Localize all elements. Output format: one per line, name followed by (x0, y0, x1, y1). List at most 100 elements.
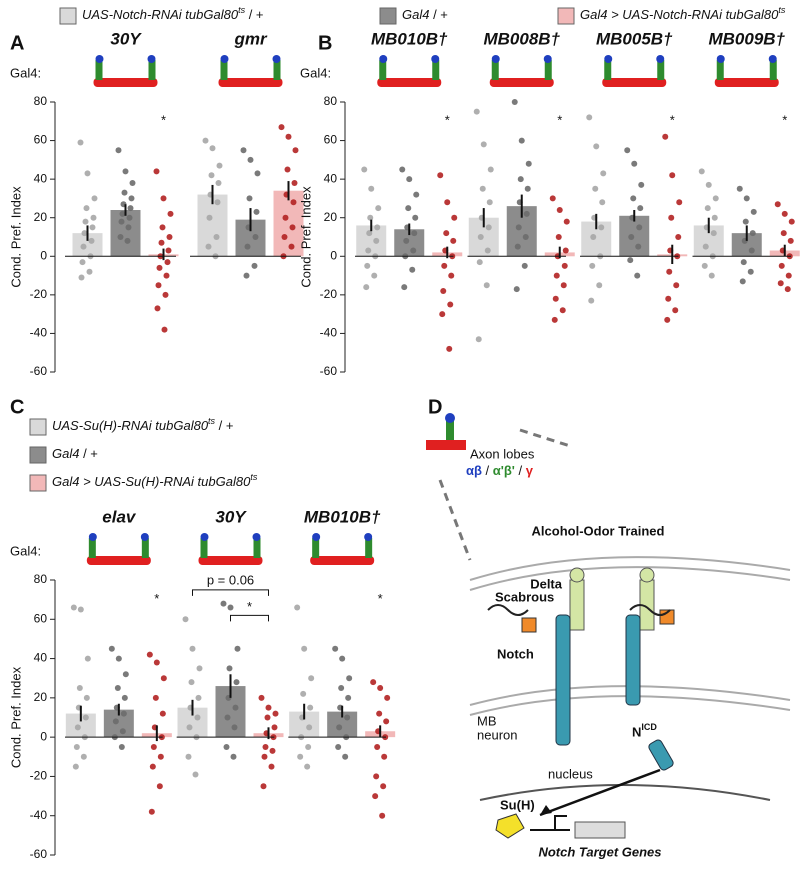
genotype-label: MB010B† (304, 507, 381, 526)
gal4-icon (491, 55, 500, 63)
legend-label: UAS-Notch-RNAi tubGal80ts / + (82, 5, 264, 22)
y-tick-label: -40 (30, 808, 48, 822)
bracket (230, 614, 269, 622)
diagram-title: Alcohol-Odor Trained (532, 523, 665, 538)
data-point (409, 266, 416, 273)
gal4-icon (140, 533, 149, 541)
data-point (114, 685, 121, 692)
gal4-icon (252, 533, 261, 541)
panel-label: D (428, 396, 442, 418)
data-point (367, 214, 374, 221)
data-point (80, 243, 87, 250)
data-point (285, 133, 292, 140)
significance: * (154, 591, 159, 606)
data-point (711, 214, 718, 221)
data-point (365, 247, 372, 254)
data-point (240, 147, 247, 154)
data-point (112, 718, 119, 725)
y-tick-label: 80 (34, 94, 48, 108)
data-point (268, 763, 275, 770)
data-point (664, 316, 671, 323)
genotype-label: gmr (233, 29, 268, 48)
text-part: / + (245, 7, 263, 22)
data-point (202, 137, 209, 144)
suh-label: Su(H) (500, 797, 535, 812)
data-point (234, 645, 241, 652)
y-tick-label: -40 (30, 326, 48, 340)
nicd-label: NICD (632, 722, 657, 739)
gal4-icon (88, 538, 96, 558)
gal4-icon (272, 55, 281, 63)
data-point (308, 675, 315, 682)
scabrous-label: Scabrous (495, 589, 554, 604)
data-point (710, 230, 717, 237)
data-point (195, 694, 202, 701)
data-point (164, 259, 171, 266)
data-point (153, 168, 160, 175)
data-point (363, 284, 370, 291)
data-point (339, 655, 346, 662)
data-point (561, 262, 568, 269)
gal4-icon (491, 60, 499, 80)
legend-label: UAS-Su(H)-RNAi tubGal80ts / + (52, 416, 234, 433)
data-point (335, 743, 342, 750)
data-point (637, 205, 644, 212)
data-point (345, 694, 352, 701)
data-point (451, 214, 458, 221)
data-point (673, 282, 680, 289)
data-point (336, 724, 343, 731)
text-part: UAS-Su(H)-RNAi tubGal80 (52, 418, 209, 433)
data-point (185, 753, 192, 760)
data-point (514, 243, 521, 250)
genotype-label: elav (102, 507, 137, 526)
data-point (305, 743, 312, 750)
data-point (188, 679, 195, 686)
data-point (441, 262, 448, 269)
data-point (630, 195, 637, 202)
data-point (486, 199, 493, 206)
data-point (742, 218, 749, 225)
y-tick-label: 20 (34, 690, 48, 704)
data-point (91, 195, 98, 202)
data-point (788, 218, 795, 225)
text-part: ts (238, 5, 246, 15)
data-point (524, 185, 531, 192)
data-point (376, 710, 383, 717)
data-point (83, 694, 90, 701)
data-point (487, 166, 494, 173)
data-point (158, 239, 165, 246)
data-point (675, 234, 682, 240)
data-point (740, 259, 747, 266)
data-point (346, 675, 353, 682)
genotype-label: 30Y (110, 29, 142, 48)
data-point (128, 195, 135, 202)
gal4-icon (377, 78, 442, 87)
y-tick-label: -40 (320, 326, 338, 340)
panel-label: A (10, 32, 24, 54)
data-point (194, 714, 201, 721)
data-point (77, 606, 84, 613)
y-tick-label: 80 (324, 94, 338, 108)
data-point (243, 272, 250, 279)
data-point (513, 286, 520, 293)
data-point (668, 214, 675, 221)
bar (65, 713, 96, 738)
data-point (485, 224, 492, 231)
data-point (665, 295, 672, 302)
data-point (216, 162, 223, 169)
text-part: / + (215, 418, 233, 433)
y-tick-label: -60 (30, 364, 48, 378)
diagram-shapes (426, 413, 791, 839)
data-point (598, 224, 605, 231)
nucleus-label: nucleus (548, 766, 593, 781)
target-label: Notch Target Genes (538, 844, 661, 859)
data-point (704, 205, 711, 212)
data-point (121, 694, 128, 701)
y-tick-label: 60 (34, 611, 48, 625)
gal4-icon (86, 556, 151, 565)
nicd-sup: ICD (641, 722, 657, 732)
data-point (413, 191, 420, 198)
data-point (588, 297, 595, 304)
data-point (631, 160, 638, 167)
data-point (676, 199, 683, 206)
